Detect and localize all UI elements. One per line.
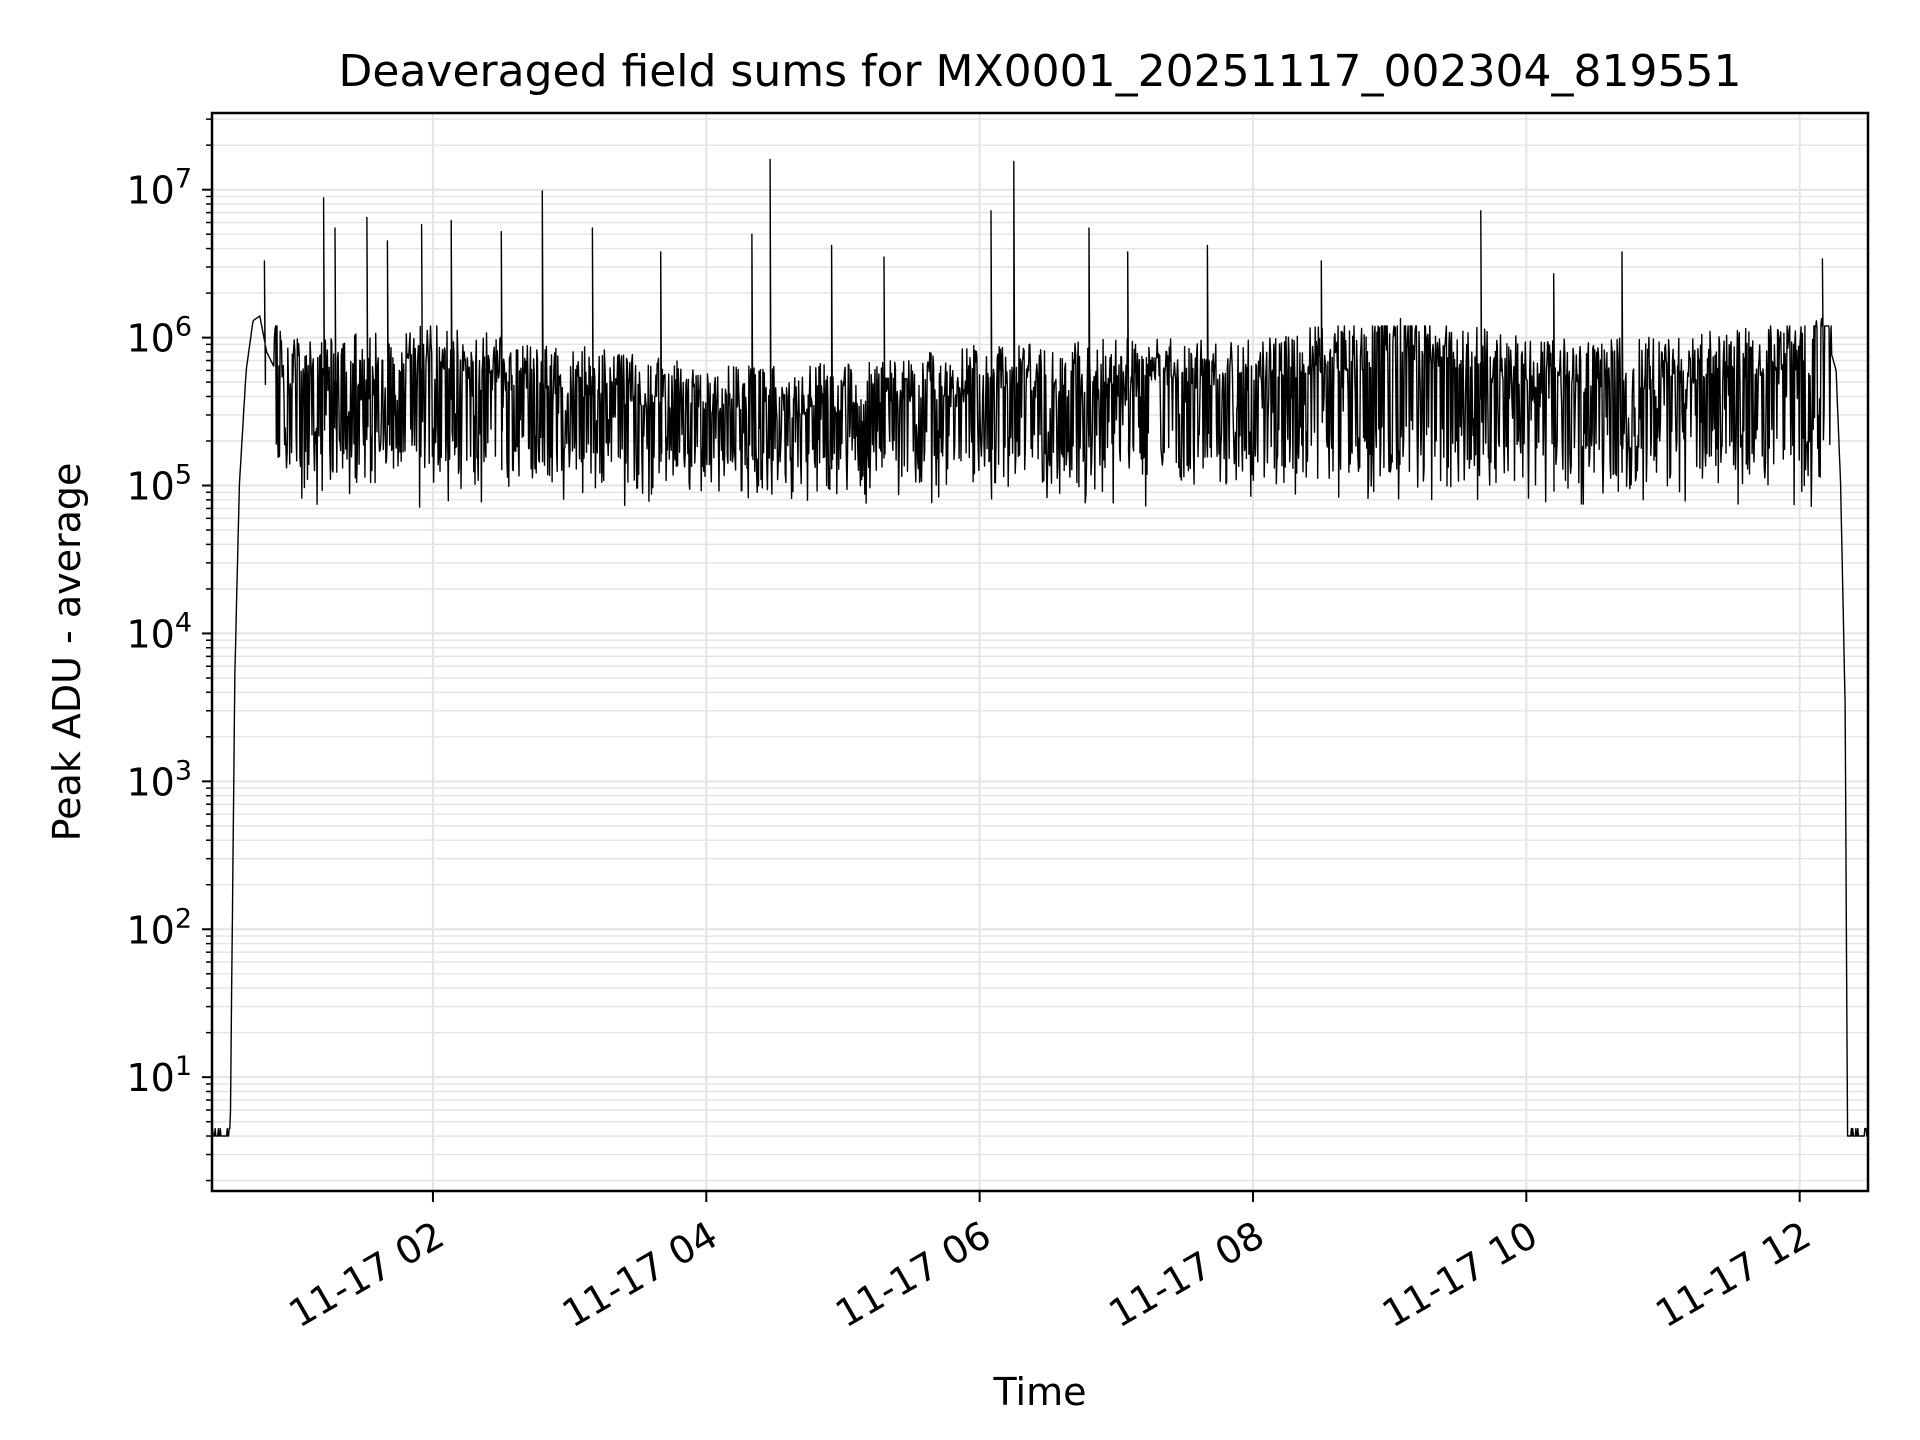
chart-title: Deaveraged field sums for MX0001_2025111…	[339, 46, 1742, 97]
y-tick-base: 10	[126, 760, 174, 804]
y-tick-label: 104	[126, 607, 192, 656]
y-tick-label: 102	[126, 903, 192, 952]
y-tick-exponent: 2	[175, 903, 192, 934]
grid-layer	[212, 113, 1868, 1191]
y-tick-label: 106	[126, 312, 192, 361]
y-tick-base: 10	[126, 317, 174, 361]
y-tick-base: 10	[126, 465, 174, 509]
y-tick-label: 107	[126, 164, 192, 213]
y-tick-label: 105	[126, 460, 192, 509]
y-tick-exponent: 7	[175, 164, 192, 195]
y-axis-label: Peak ADU - average	[45, 463, 89, 842]
x-axis-label: Time	[993, 1370, 1087, 1414]
y-tick-exponent: 5	[175, 460, 192, 491]
y-tick-base: 10	[126, 1056, 174, 1100]
y-tick-exponent: 1	[175, 1051, 192, 1082]
y-tick-exponent: 3	[175, 755, 192, 786]
y-tick-base: 10	[126, 612, 174, 656]
y-tick-base: 10	[126, 908, 174, 952]
y-tick-label: 103	[126, 755, 192, 804]
series-line	[211, 158, 1869, 1137]
plot-area	[211, 158, 1869, 1137]
y-tick-exponent: 6	[175, 312, 192, 343]
y-tick-base: 10	[126, 169, 174, 213]
plot-frame	[210, 111, 1870, 1193]
y-tick-label: 101	[126, 1051, 192, 1100]
y-tick-exponent: 4	[175, 607, 192, 638]
